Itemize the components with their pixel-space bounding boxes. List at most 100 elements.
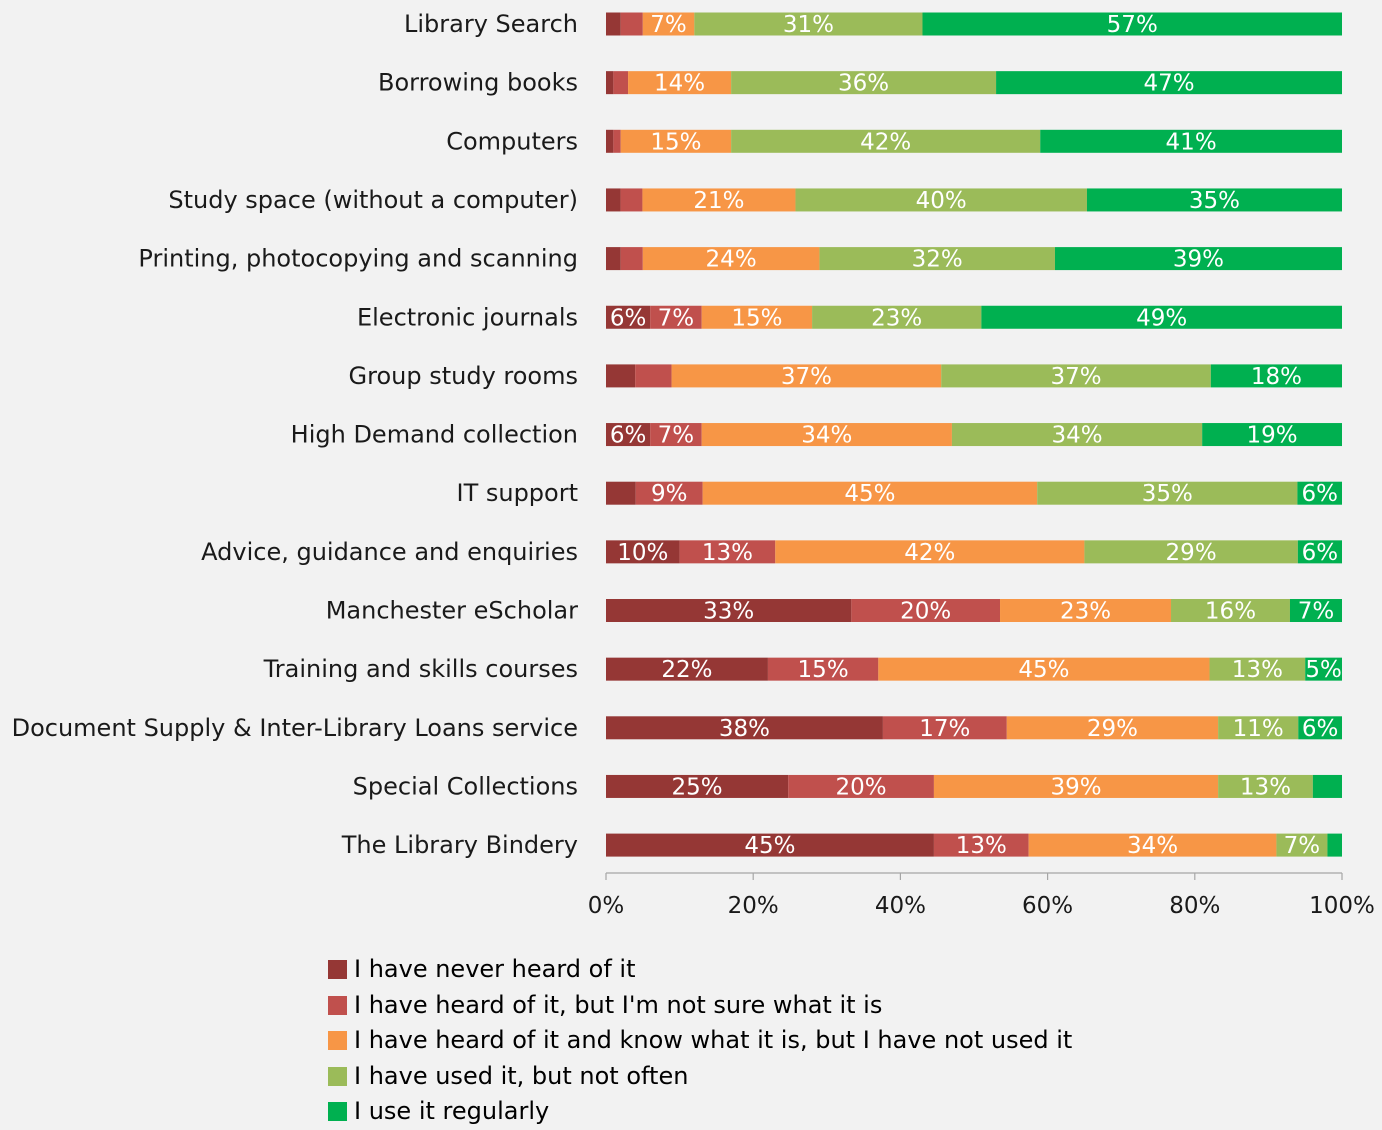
- data-label: 17%: [919, 716, 970, 742]
- category-label: Library Search: [404, 10, 578, 38]
- bar-segment: [1171, 599, 1290, 622]
- bar-segment: [1028, 833, 1277, 857]
- category-label: Printing, photocopying and scanning: [138, 245, 578, 273]
- legend-swatch: [328, 1066, 347, 1086]
- bar-segment: [606, 247, 621, 271]
- bar-segment: [1298, 716, 1342, 740]
- bar-segment: [613, 129, 621, 153]
- bar-segment: [606, 540, 680, 564]
- bar-segment: [1297, 481, 1342, 505]
- legend-item: I have heard of it, but I'm not sure wha…: [328, 988, 1072, 1024]
- data-label: 16%: [1205, 599, 1256, 625]
- bar-segment: [628, 71, 732, 95]
- bar-segment: [922, 12, 1342, 36]
- bar-segment: [620, 247, 643, 271]
- bar-segment: [694, 12, 923, 36]
- bar-segment: [606, 423, 651, 447]
- bar-segment: [878, 657, 1210, 681]
- bar-segment: [606, 129, 614, 153]
- bar-segment: [701, 423, 952, 447]
- bar-segment: [1305, 657, 1342, 681]
- data-label: 42%: [904, 540, 955, 566]
- bar-segment: [788, 774, 934, 798]
- data-label: 37%: [781, 364, 832, 390]
- data-label: 47%: [1143, 71, 1194, 97]
- bar-segment: [1202, 423, 1342, 447]
- data-label: 40%: [916, 188, 967, 214]
- bar-segment: [933, 833, 1029, 857]
- bar-segment: [1209, 657, 1306, 681]
- category-label: Advice, guidance and enquiries: [201, 538, 578, 566]
- category-label: Manchester eScholar: [326, 597, 578, 625]
- data-label: 13%: [1240, 774, 1291, 800]
- bar-segment: [701, 305, 813, 329]
- data-label: 6%: [1302, 540, 1339, 566]
- bar-segment: [620, 12, 643, 36]
- data-label: 11%: [1233, 716, 1284, 742]
- bar-segment: [606, 657, 768, 681]
- legend-label: I use it regularly: [354, 1097, 550, 1125]
- category-label: Special Collections: [353, 772, 578, 800]
- data-label: 25%: [672, 774, 723, 800]
- bar-segment: [933, 774, 1219, 798]
- category-label: Group study rooms: [349, 362, 578, 390]
- x-tick-label: 20%: [728, 893, 779, 919]
- bar-segment: [1276, 833, 1328, 857]
- bar-segment: [642, 12, 695, 36]
- data-label: 7%: [1284, 833, 1321, 859]
- legend-swatch: [328, 1031, 347, 1051]
- bar-segment: [1289, 599, 1342, 622]
- data-label: 10%: [617, 540, 668, 566]
- bar-segment: [767, 657, 879, 681]
- bar-segment: [642, 188, 796, 212]
- bar-segment: [606, 716, 883, 740]
- category-label: Computers: [446, 127, 578, 155]
- bar-segment: [731, 71, 997, 95]
- bar-segment: [635, 364, 672, 388]
- data-label: 29%: [1166, 540, 1217, 566]
- legend-item: I use it regularly: [328, 1094, 1072, 1130]
- x-tick-label: 100%: [1309, 893, 1375, 919]
- category-label: The Library Bindery: [341, 831, 578, 859]
- data-label: 7%: [650, 12, 687, 38]
- data-label: 22%: [661, 657, 712, 683]
- bar-segment: [671, 364, 942, 388]
- data-label: 21%: [693, 188, 744, 214]
- data-label: 39%: [1050, 774, 1101, 800]
- data-label: 31%: [783, 12, 834, 38]
- bar-segment: [1297, 540, 1342, 564]
- bar-segment: [1006, 716, 1219, 740]
- data-label: 6%: [1301, 481, 1338, 507]
- category-labels: Library Search Borrowing books Computers St…: [12, 10, 579, 859]
- data-label: 36%: [838, 71, 889, 97]
- bar-segment: [851, 599, 1001, 622]
- legend-item: I have never heard of it: [328, 952, 1072, 988]
- data-label: 37%: [1050, 364, 1101, 390]
- category-label: Borrowing books: [378, 69, 578, 97]
- data-label: 42%: [860, 129, 911, 155]
- x-axis: 0% 20% 40% 60% 80% 100%: [588, 872, 1375, 919]
- bars-layer: 7% 31% 57% 14% 36% 47% 15% 42% 41% 21% 40% 35% 24% 32…: [606, 12, 1342, 859]
- category-label: Document Supply & Inter-Library Loans se…: [12, 714, 578, 742]
- legend-swatch: [328, 995, 347, 1015]
- bar-segment: [606, 305, 651, 329]
- data-label: 15%: [731, 305, 782, 331]
- data-label: 35%: [1189, 188, 1240, 214]
- data-label: 20%: [835, 774, 886, 800]
- bar-segment: [1054, 247, 1342, 271]
- data-label: 18%: [1251, 364, 1302, 390]
- bar-segment: [1218, 716, 1299, 740]
- data-label: 15%: [798, 657, 849, 683]
- data-label: 34%: [801, 423, 852, 449]
- bar-segment: [606, 599, 852, 622]
- bar-segment: [981, 305, 1342, 329]
- data-label: 24%: [706, 247, 757, 273]
- bar-segment: [606, 833, 934, 857]
- data-label: 9%: [651, 481, 688, 507]
- bar-segment: [819, 247, 1055, 271]
- bar-segment: [1327, 833, 1342, 857]
- data-label: 7%: [658, 423, 695, 449]
- data-label: 29%: [1087, 716, 1138, 742]
- data-label: 13%: [702, 540, 753, 566]
- bar-segment: [731, 129, 1041, 153]
